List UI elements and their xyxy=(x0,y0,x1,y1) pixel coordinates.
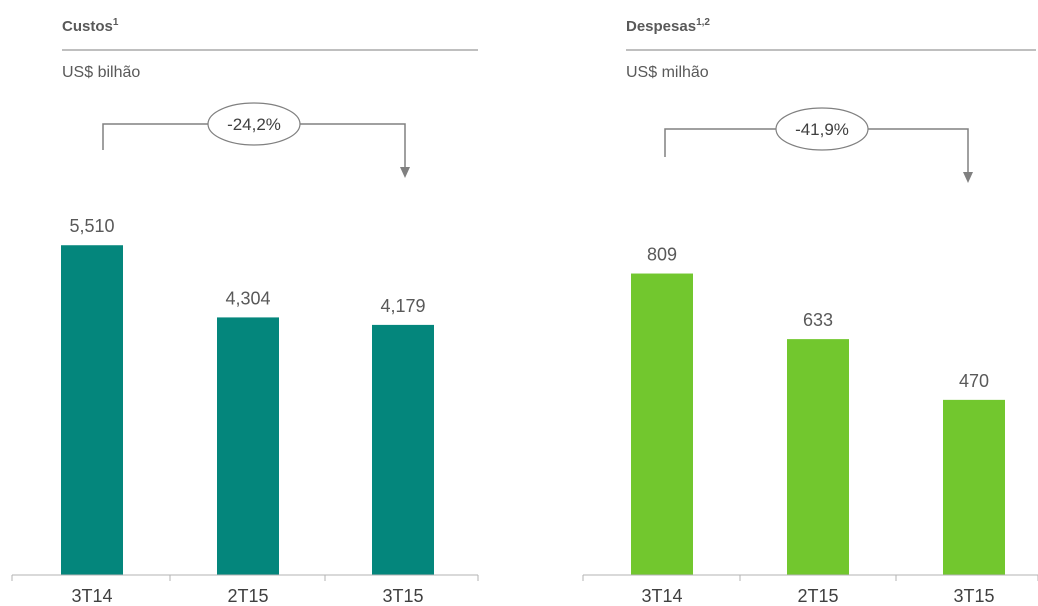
change-bracket: -24,2% xyxy=(102,102,410,178)
change-label: -24,2% xyxy=(227,115,281,134)
change-oval xyxy=(775,107,869,151)
unit-label: US$ bilhão xyxy=(62,64,140,81)
bar-3t15 xyxy=(372,324,434,575)
x-tick-label: 2T15 xyxy=(797,586,838,606)
x-ticks: 3T14 2T15 3T15 xyxy=(11,575,479,606)
chart-custos: Custos1 US$ bilhão -24,2% 5,510 4,304 4,17… xyxy=(11,17,479,606)
x-tick-label: 2T15 xyxy=(227,586,268,606)
bars: 809 633 470 xyxy=(631,245,1005,575)
x-tick-label: 3T15 xyxy=(382,586,423,606)
x-tick-label: 3T14 xyxy=(71,586,112,606)
bars: 5,510 4,304 4,179 xyxy=(61,216,434,575)
unit-label: US$ milhão xyxy=(626,64,709,81)
bar-2t15 xyxy=(787,339,849,575)
change-bracket: -41,9% xyxy=(664,107,973,183)
change-label: -41,9% xyxy=(795,120,849,139)
bar-3t14 xyxy=(61,245,123,575)
bar-value-label: 4,179 xyxy=(380,296,425,316)
x-tick-label: 3T14 xyxy=(641,586,682,606)
bar-value-label: 4,304 xyxy=(225,288,270,308)
bar-3t14 xyxy=(631,273,693,575)
change-oval xyxy=(207,102,301,146)
bar-value-label: 809 xyxy=(647,245,677,265)
chart-title: Despesas1,2 xyxy=(626,17,710,35)
bar-2t15 xyxy=(217,317,279,575)
bar-value-label: 470 xyxy=(959,371,989,391)
chart-title: Custos1 xyxy=(62,17,119,35)
bar-3t15 xyxy=(943,399,1005,575)
chart-despesas: Despesas1,2 US$ milhão -41,9% 809633470 … xyxy=(582,17,1038,606)
x-ticks: 3T14 2T15 3T15 xyxy=(582,575,1038,606)
bar-value-label: 5,510 xyxy=(69,216,114,236)
x-tick-label: 3T15 xyxy=(953,586,994,606)
bar-value-label: 633 xyxy=(803,310,833,330)
